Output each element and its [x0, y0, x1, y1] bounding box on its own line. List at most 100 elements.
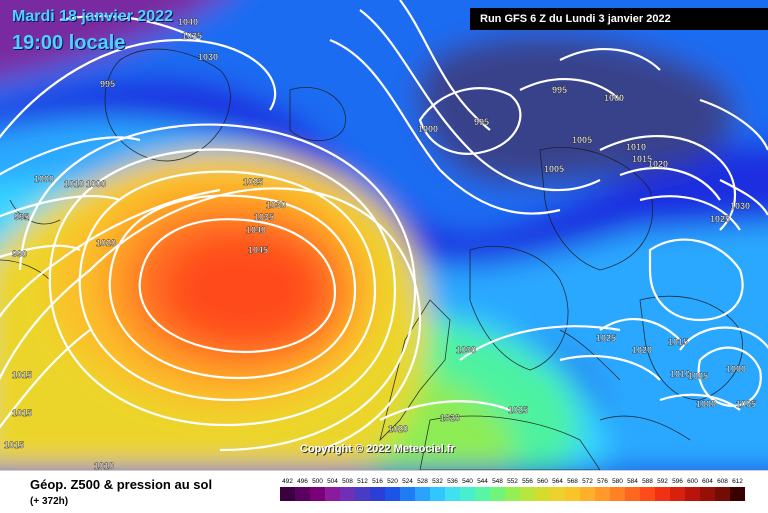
legend-label: 548 [492, 478, 503, 485]
legend-swatch [475, 487, 490, 501]
isobar-label: 1005 [736, 399, 756, 409]
legend-label: 592 [657, 478, 668, 485]
legend-label: 612 [732, 478, 743, 485]
legend-label: 504 [327, 478, 338, 485]
legend-label: 496 [297, 478, 308, 485]
footer-bar: Géop. Z500 & pression au sol (+ 372h) 49… [0, 470, 768, 513]
copyright: Copyright © 2022 Meteociel.fr [300, 443, 455, 455]
forecast-date: Mardi 18 janvier 2022 [12, 8, 173, 25]
isobar-label: 1000 [418, 124, 438, 134]
legend-label: 520 [387, 478, 398, 485]
legend-label: 524 [402, 478, 413, 485]
isobar-label: 1005 [572, 135, 592, 145]
legend-swatch [580, 487, 595, 501]
legend-swatch [445, 487, 460, 501]
isobar-label: 1015 [12, 408, 32, 418]
isobar-label: 1020 [648, 159, 668, 169]
legend-label: 584 [627, 478, 638, 485]
legend-swatch [370, 487, 385, 501]
legend-label: 508 [342, 478, 353, 485]
legend-label: 608 [717, 478, 728, 485]
isobar-label: 995 [14, 212, 29, 222]
isobar-label: 1000 [34, 174, 54, 184]
z-purple-zone [0, 0, 216, 82]
isobar-label: 1010 [626, 142, 646, 152]
legend-swatch [295, 487, 310, 501]
isobar-label: 1035 [182, 31, 202, 41]
legend-swatch [340, 487, 355, 501]
map-title: Géop. Z500 & pression au sol [30, 477, 213, 492]
legend-label: 564 [552, 478, 563, 485]
isobar-label: 1010 [94, 461, 114, 470]
isobar-label: 1020 [96, 238, 116, 248]
legend-swatch [280, 487, 295, 501]
isobar-label: 1015 [12, 370, 32, 380]
legend-label: 536 [447, 478, 458, 485]
isobar-label: 1030 [198, 52, 218, 62]
legend-label: 492 [282, 478, 293, 485]
isobar-label: 1040 [246, 225, 266, 235]
legend-swatch [715, 487, 730, 501]
legend-swatch [730, 487, 745, 501]
legend-swatch [670, 487, 685, 501]
legend-swatch [565, 487, 580, 501]
isobars [0, 0, 768, 450]
isobar-label: 1015 [4, 440, 24, 450]
legend-label: 588 [642, 478, 653, 485]
legend-label: 572 [582, 478, 593, 485]
isobar-labels: 1040 1035 1030 995 1000 1010 1000 995 99… [4, 17, 756, 470]
legend-swatch [550, 487, 565, 501]
isobar-label: 995 [552, 85, 567, 95]
legend-swatch [535, 487, 550, 501]
isobar-label: 1030 [730, 201, 750, 211]
legend-swatch [700, 487, 715, 501]
legend-swatch [385, 487, 400, 501]
z-red-zone [169, 239, 315, 340]
legend-label: 580 [612, 478, 623, 485]
legend-label: 512 [357, 478, 368, 485]
isobar-label: 1025 [596, 333, 616, 343]
isobar-label: 1030 [456, 345, 476, 355]
legend-swatch [460, 487, 475, 501]
isobar-label: 1020 [388, 424, 408, 434]
color-legend: 492 496 500 504 508 512 516 520 524 528 532 536 540 5… [280, 478, 745, 501]
legend-label: 540 [462, 478, 473, 485]
isobar-label: 1015 [632, 154, 652, 164]
isobar-label: 1035 [254, 212, 274, 222]
legend-label: 568 [567, 478, 578, 485]
legend-swatch [655, 487, 670, 501]
legend-label: 528 [417, 478, 428, 485]
legend-label: 500 [312, 478, 323, 485]
forecast-time: 19:00 locale [12, 32, 126, 54]
isobar-label: 990 [12, 249, 27, 259]
isobar-label: 1030 [266, 200, 286, 210]
isobar-label: 1040 [178, 17, 198, 27]
legend-swatch [310, 487, 325, 501]
isobar-label: 995 [474, 117, 489, 127]
legend-swatch [685, 487, 700, 501]
legend-swatch [520, 487, 535, 501]
isobar-label: 1025 [243, 177, 263, 187]
isobar-label: 1025 [710, 214, 730, 224]
legend-label: 604 [702, 478, 713, 485]
legend-label: 516 [372, 478, 383, 485]
legend-label: 560 [537, 478, 548, 485]
isobar-label: 1005 [688, 371, 708, 381]
isobar-label: 1045 [248, 245, 268, 255]
forecast-offset: (+ 372h) [30, 496, 69, 507]
geopotential-fill [0, 0, 768, 470]
legend-swatch [595, 487, 610, 501]
legend-label: 532 [432, 478, 443, 485]
legend-swatch [325, 487, 340, 501]
legend-swatch [430, 487, 445, 501]
legend-label: 596 [672, 478, 683, 485]
isobar-label: 1025 [508, 405, 528, 415]
isobar-label: 1010 [670, 369, 690, 379]
legend-swatch [400, 487, 415, 501]
legend-label: 552 [507, 478, 518, 485]
isobar-label: 1000 [604, 93, 624, 103]
run-info: Run GFS 6 Z du Lundi 3 janvier 2022 [470, 8, 768, 30]
isobar-label: 1000 [696, 399, 716, 409]
isobar-label: 995 [100, 79, 115, 89]
